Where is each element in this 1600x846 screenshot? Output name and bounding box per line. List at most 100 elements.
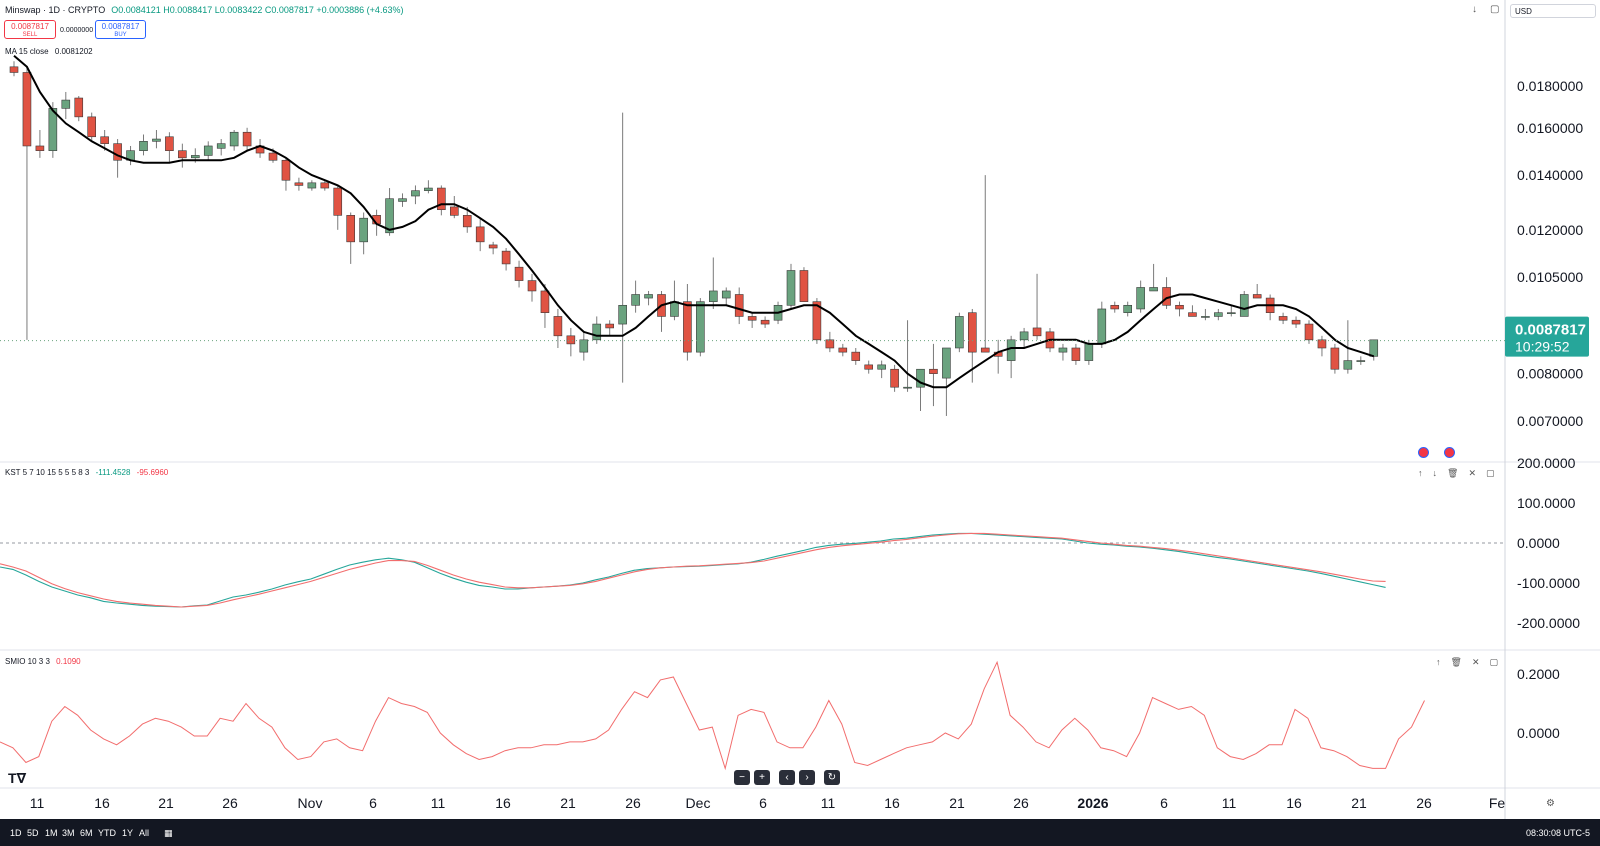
timeframe-ytd[interactable]: YTD (98, 828, 116, 838)
kst-axis-label: 0.0000 (1517, 535, 1560, 551)
candle-up (216, 143, 226, 149)
scroll-left-button[interactable]: ‹ (779, 770, 795, 785)
candle-down (1278, 316, 1288, 321)
kst-legend[interactable]: KST 5 7 10 15 5 5 5 8 3 -111.4528 -95.69… (5, 468, 168, 477)
us-flag-icon[interactable] (1418, 447, 1429, 458)
price-axis-label: 0.0070000 (1517, 413, 1583, 429)
candle-down (1110, 304, 1120, 310)
candle-down (333, 187, 343, 216)
timeframe-5d[interactable]: 5D (27, 828, 39, 838)
buy-button[interactable]: 0.0087817 BUY (95, 20, 146, 39)
collapse-icon[interactable]: ✕ (1471, 657, 1480, 667)
price-axis-label: 0.0080000 (1517, 366, 1583, 382)
settings-icon[interactable]: ⚙ (1546, 798, 1555, 809)
arrow-down-icon[interactable]: ↓ (1472, 4, 1477, 15)
sell-button[interactable]: 0.0087817 SELL (4, 20, 56, 39)
timeframe-3m[interactable]: 3M (62, 828, 75, 838)
move-down-icon[interactable]: ↓ (1432, 468, 1438, 478)
timeframe-1d[interactable]: 1D (10, 828, 22, 838)
zoom-in-button[interactable]: + (754, 770, 770, 785)
us-flag-icon[interactable] (1444, 447, 1455, 458)
timeframe-1y[interactable]: 1Y (122, 828, 134, 838)
sell-price: 0.0087817 (11, 22, 49, 31)
candle-up (708, 290, 718, 302)
tradingview-logo-icon: T∇ (8, 770, 27, 786)
candle-up (411, 190, 420, 197)
candle-up (1214, 312, 1223, 317)
candle-down (929, 368, 938, 374)
smio-legend[interactable]: SMIO 10 3 3 0.1090 (5, 657, 81, 666)
candle-up (877, 364, 886, 370)
candle-up (721, 290, 731, 299)
ma-legend[interactable]: MA 15 close 0.0081202 (5, 47, 93, 56)
candle-up (1058, 347, 1068, 353)
maximize-icon[interactable]: ▢ (1489, 657, 1498, 667)
reset-chart-button[interactable]: ↻ (824, 770, 840, 785)
candle-up (670, 301, 679, 317)
candle-down (294, 182, 304, 186)
time-axis-label: 11 (821, 795, 836, 811)
candle-down (514, 266, 524, 281)
time-axis-label: 21 (158, 795, 174, 811)
delete-icon[interactable]: 🗑 (1447, 468, 1459, 478)
candle-up (631, 294, 640, 306)
collapse-icon[interactable]: ✕ (1468, 468, 1476, 478)
candle-down (1032, 327, 1042, 337)
candle-up (1201, 316, 1210, 318)
maximize-icon[interactable]: ▢ (1490, 4, 1500, 15)
candle-down (566, 335, 576, 345)
candle-up (903, 386, 912, 389)
symbol-legend: Minswap · 1D · CRYPTO O0.0084121 H0.0088… (5, 5, 403, 15)
time-axis-label: 26 (1416, 795, 1432, 811)
timeframe-all[interactable]: All (139, 828, 150, 838)
candle-up (1019, 331, 1029, 341)
time-axis-label: 16 (94, 795, 110, 811)
timeframe-6m[interactable]: 6M (80, 828, 93, 838)
clock: 08:30:08 UTC-5 (1525, 828, 1590, 838)
price-axis-label: 0.0120000 (1517, 222, 1583, 238)
timeframe-1m[interactable]: 1M (45, 828, 58, 838)
buy-price: 0.0087817 (101, 22, 140, 31)
kst-value: -111.4528 (95, 468, 131, 477)
price-axis-label: 0.0160000 (1517, 120, 1583, 136)
candle-down (74, 97, 84, 118)
candle-down (1188, 312, 1197, 317)
last-price-value: 0.0087817 (1515, 322, 1586, 339)
candle-down (1330, 347, 1340, 370)
time-axis-label: Nov (298, 795, 323, 811)
ma-value: 0.0081202 (54, 47, 93, 56)
candle-up (1006, 339, 1016, 361)
candle-down (527, 280, 537, 292)
candle-up (618, 304, 627, 325)
symbol-name[interactable]: Minswap · 1D · CRYPTO (5, 5, 106, 15)
move-up-icon[interactable]: ↑ (1436, 657, 1441, 667)
scroll-right-button[interactable]: › (799, 770, 815, 785)
candle-down (825, 339, 835, 349)
candle-down (1071, 347, 1081, 361)
sell-label: SELL (22, 32, 38, 38)
time-axis-label: 21 (949, 795, 965, 811)
candle-up (359, 217, 368, 243)
kst-axis-label: -200.0000 (1517, 615, 1580, 631)
candle-down (760, 319, 770, 325)
price-axis-label: 0.0105000 (1517, 269, 1583, 285)
candle-down (799, 270, 809, 302)
time-axis-label: 6 (759, 795, 767, 811)
candle-down (812, 301, 822, 341)
zoom-out-button[interactable]: − (734, 770, 750, 785)
candle-down (346, 215, 356, 243)
candle-up (424, 187, 433, 191)
candle-up (1227, 312, 1236, 314)
move-up-icon[interactable]: ↑ (1418, 468, 1423, 478)
candle-down (1175, 304, 1184, 310)
candle-up (307, 182, 317, 189)
delete-icon[interactable]: 🗑 (1450, 657, 1462, 667)
candle-up (1136, 287, 1145, 310)
candle-down (437, 187, 446, 211)
ma-line (13, 55, 1375, 389)
maximize-icon[interactable]: ▢ (1485, 468, 1495, 478)
calendar-icon[interactable]: ▦ (164, 828, 173, 838)
currency-selector[interactable]: USD (1510, 4, 1596, 18)
bottom-toolbar: 1D 5D 1M 3M 6M YTD 1Y All ▦ 08:30:08 UTC… (0, 819, 1600, 846)
